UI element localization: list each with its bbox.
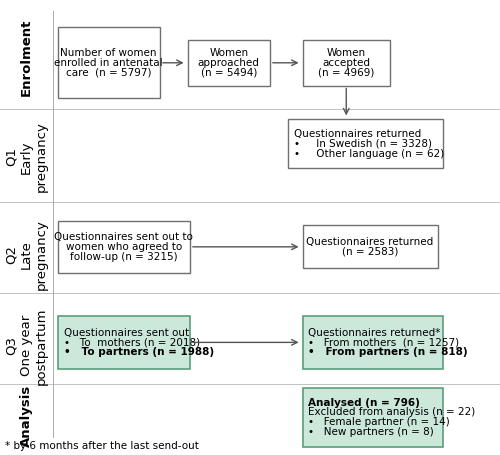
Text: Excluded from analysis (n = 22): Excluded from analysis (n = 22) bbox=[308, 407, 476, 417]
FancyBboxPatch shape bbox=[302, 225, 438, 268]
FancyBboxPatch shape bbox=[58, 316, 190, 369]
Text: care  (n = 5797): care (n = 5797) bbox=[66, 67, 152, 77]
Text: Q2
Late
pregnancy: Q2 Late pregnancy bbox=[4, 219, 48, 290]
Text: enrolled in antenatal: enrolled in antenatal bbox=[54, 58, 163, 67]
Text: * by 6 months after the last send-out: * by 6 months after the last send-out bbox=[5, 441, 199, 451]
FancyBboxPatch shape bbox=[302, 316, 442, 369]
Text: Q1
Early
pregnancy: Q1 Early pregnancy bbox=[4, 121, 48, 192]
Text: Number of women: Number of women bbox=[60, 48, 157, 58]
FancyBboxPatch shape bbox=[302, 40, 390, 86]
Text: •   From partners (n = 818): • From partners (n = 818) bbox=[308, 347, 468, 357]
Text: •   To partners (n = 1988): • To partners (n = 1988) bbox=[64, 347, 214, 357]
Text: Women: Women bbox=[209, 48, 248, 58]
FancyBboxPatch shape bbox=[288, 119, 442, 168]
Text: (n = 4969): (n = 4969) bbox=[318, 67, 374, 77]
Text: Questionnaires sent out to: Questionnaires sent out to bbox=[54, 232, 193, 242]
FancyBboxPatch shape bbox=[188, 40, 270, 86]
Text: Analysed (n = 796): Analysed (n = 796) bbox=[308, 398, 420, 408]
Text: women who agreed to: women who agreed to bbox=[66, 242, 182, 252]
Text: •   Female partner (n = 14): • Female partner (n = 14) bbox=[308, 417, 450, 427]
Text: Questionnaires sent out: Questionnaires sent out bbox=[64, 328, 188, 338]
Text: Questionnaires returned: Questionnaires returned bbox=[294, 129, 421, 139]
Text: Questionnaires returned*: Questionnaires returned* bbox=[308, 328, 441, 338]
Text: approached: approached bbox=[198, 58, 260, 68]
Text: Analysis: Analysis bbox=[20, 385, 33, 447]
Text: Enrolment: Enrolment bbox=[20, 18, 33, 96]
Text: Q3
One year
postpartum: Q3 One year postpartum bbox=[4, 307, 48, 384]
Text: •     Other language (n = 62): • Other language (n = 62) bbox=[294, 148, 444, 158]
Text: Women: Women bbox=[326, 48, 366, 58]
Text: •   From mothers  (n = 1257): • From mothers (n = 1257) bbox=[308, 338, 460, 347]
Text: •   To  mothers (n = 2018): • To mothers (n = 2018) bbox=[64, 338, 200, 347]
Text: Questionnaires returned: Questionnaires returned bbox=[306, 237, 434, 247]
Text: •     In Swedish (n = 3328): • In Swedish (n = 3328) bbox=[294, 139, 432, 149]
FancyBboxPatch shape bbox=[58, 27, 160, 98]
Text: follow-up (n = 3215): follow-up (n = 3215) bbox=[70, 252, 178, 262]
Text: accepted: accepted bbox=[322, 58, 370, 68]
FancyBboxPatch shape bbox=[58, 221, 190, 273]
FancyBboxPatch shape bbox=[302, 388, 442, 447]
Text: •   New partners (n = 8): • New partners (n = 8) bbox=[308, 427, 434, 437]
Text: (n = 2583): (n = 2583) bbox=[342, 247, 398, 257]
Text: (n = 5494): (n = 5494) bbox=[200, 67, 257, 77]
